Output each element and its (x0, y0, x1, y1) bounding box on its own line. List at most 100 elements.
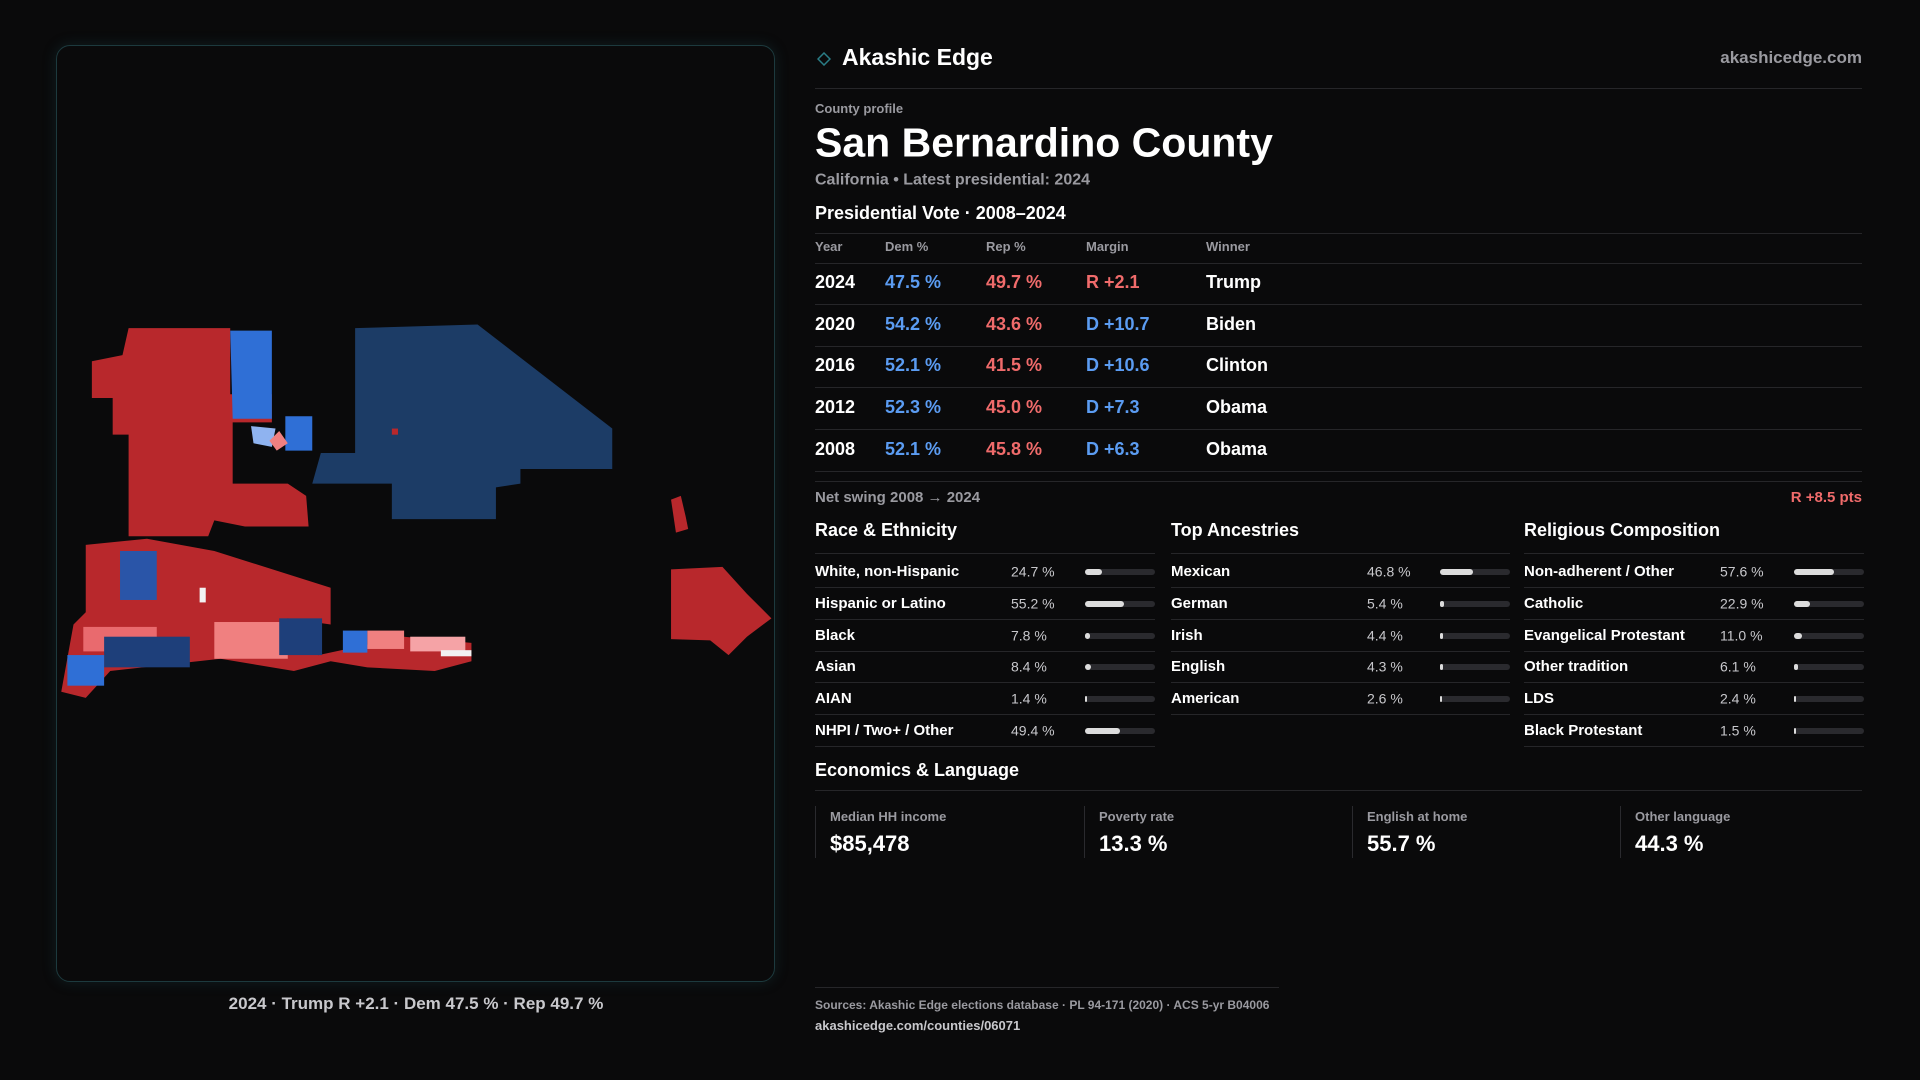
divider (815, 746, 1155, 747)
row-label: NHPI / Two+ / Other (815, 722, 954, 739)
vote-cell: 41.5 % (986, 355, 1043, 376)
stat-value: 44.3 % (1635, 830, 1704, 856)
section-heading: Race & Ethnicity (815, 520, 958, 541)
stat-label: Other language (1635, 809, 1731, 825)
column-header: Dem % (885, 239, 929, 255)
divider (815, 470, 1862, 472)
bar-fill (1440, 696, 1442, 703)
divider (815, 233, 1862, 234)
region-white (199, 587, 206, 603)
bar-fill (1085, 664, 1091, 671)
vote-cell: D +10.6 (1086, 355, 1150, 376)
swing-value: R +8.5 pts (1790, 489, 1862, 506)
site-url: akashicedge.com (1720, 47, 1862, 67)
divider (815, 263, 1862, 264)
row-label: Black Protestant (1524, 722, 1643, 739)
source-link: akashicedge.com/counties/06071 (815, 1018, 1021, 1034)
bar-fill (1794, 632, 1802, 639)
row-value: 1.5 % (1720, 722, 1756, 739)
row-label: American (1171, 690, 1240, 708)
map-shapes (61, 324, 772, 698)
bar-fill (1794, 569, 1835, 575)
region-rep (391, 428, 398, 435)
section-heading: Economics & Language (815, 760, 1020, 781)
stat-value: 13.3 % (1099, 830, 1168, 856)
region-dem-strong (312, 324, 613, 520)
brand-name: Akashic Edge (842, 44, 993, 71)
vote-cell: 47.5 % (885, 272, 942, 293)
section-heading: Top Ancestries (1171, 520, 1300, 541)
row-label: AIAN (815, 690, 852, 708)
stat-label: Poverty rate (1099, 809, 1175, 825)
stat-border (1352, 806, 1353, 858)
bar-track (1440, 569, 1510, 575)
region-lean-rep (269, 431, 288, 451)
divider (1524, 587, 1864, 588)
bar-track (1085, 569, 1155, 575)
divider (815, 345, 1862, 347)
row-value: 2.6 % (1367, 690, 1403, 707)
county-title: San Bernardino County (815, 119, 1273, 166)
column-header: Margin (1086, 239, 1129, 255)
region-lean-rep (367, 630, 405, 649)
divider (815, 481, 1862, 482)
section-heading: Religious Composition (1524, 520, 1720, 541)
stat-border (1620, 806, 1621, 858)
row-label: Asian (815, 658, 856, 676)
row-value: 57.6 % (1720, 563, 1764, 580)
divider (1171, 618, 1510, 620)
vote-cell: D +6.3 (1086, 439, 1140, 459)
divider (815, 682, 1155, 684)
year: 2012 (815, 397, 856, 418)
winner: Clinton (1206, 355, 1268, 376)
row-value: 4.4 % (1367, 627, 1403, 644)
divider (1171, 650, 1510, 652)
divider (1171, 553, 1510, 554)
vote-cell: D +10.7 (1086, 313, 1150, 334)
stat-label: Median HH income (830, 809, 947, 825)
vote-cell: 49.7 % (986, 272, 1043, 293)
row-value: 6.1 % (1720, 658, 1756, 675)
bar-fill (1085, 569, 1103, 575)
region-dem (230, 330, 272, 419)
row-value: 46.8 % (1367, 563, 1411, 580)
row-value: 2.4 % (1720, 690, 1756, 707)
column-header: Year (815, 239, 843, 255)
divider (815, 553, 1155, 554)
bar-fill (1440, 664, 1443, 671)
divider (1524, 682, 1864, 684)
column-header: Winner (1206, 239, 1250, 255)
year: 2016 (815, 355, 856, 376)
column-header: Rep % (986, 239, 1026, 255)
region-dem (120, 550, 157, 600)
bar-track (1085, 632, 1155, 639)
divider (1524, 714, 1864, 716)
row-label: White, non-Hispanic (815, 563, 960, 580)
region-dem (104, 636, 190, 668)
divider (815, 587, 1155, 588)
divider (815, 429, 1862, 431)
stat-label: English at home (1367, 809, 1468, 825)
row-label: LDS (1524, 690, 1554, 708)
row-value: 11.0 % (1720, 627, 1763, 644)
bar-track (1440, 664, 1510, 671)
stat-border (1084, 806, 1085, 858)
row-label: Evangelical Protestant (1524, 626, 1685, 644)
bar-track (1085, 696, 1155, 703)
bar-track (1085, 664, 1155, 671)
divider (815, 618, 1155, 620)
divider (815, 650, 1155, 652)
section-heading: Presidential Vote · 2008–2024 (815, 203, 1066, 224)
bar-track (1794, 728, 1864, 734)
row-value: 24.7 % (1011, 563, 1055, 580)
row-label: Irish (1171, 626, 1203, 644)
bar-fill (1794, 696, 1796, 703)
row-label: English (1171, 658, 1226, 676)
winner: Obama (1206, 397, 1268, 418)
divider (815, 88, 1862, 89)
region-lean-dem (251, 426, 276, 447)
region-rep (671, 495, 689, 533)
bar-track (1794, 600, 1864, 607)
row-label: Hispanic or Latino (815, 594, 946, 612)
